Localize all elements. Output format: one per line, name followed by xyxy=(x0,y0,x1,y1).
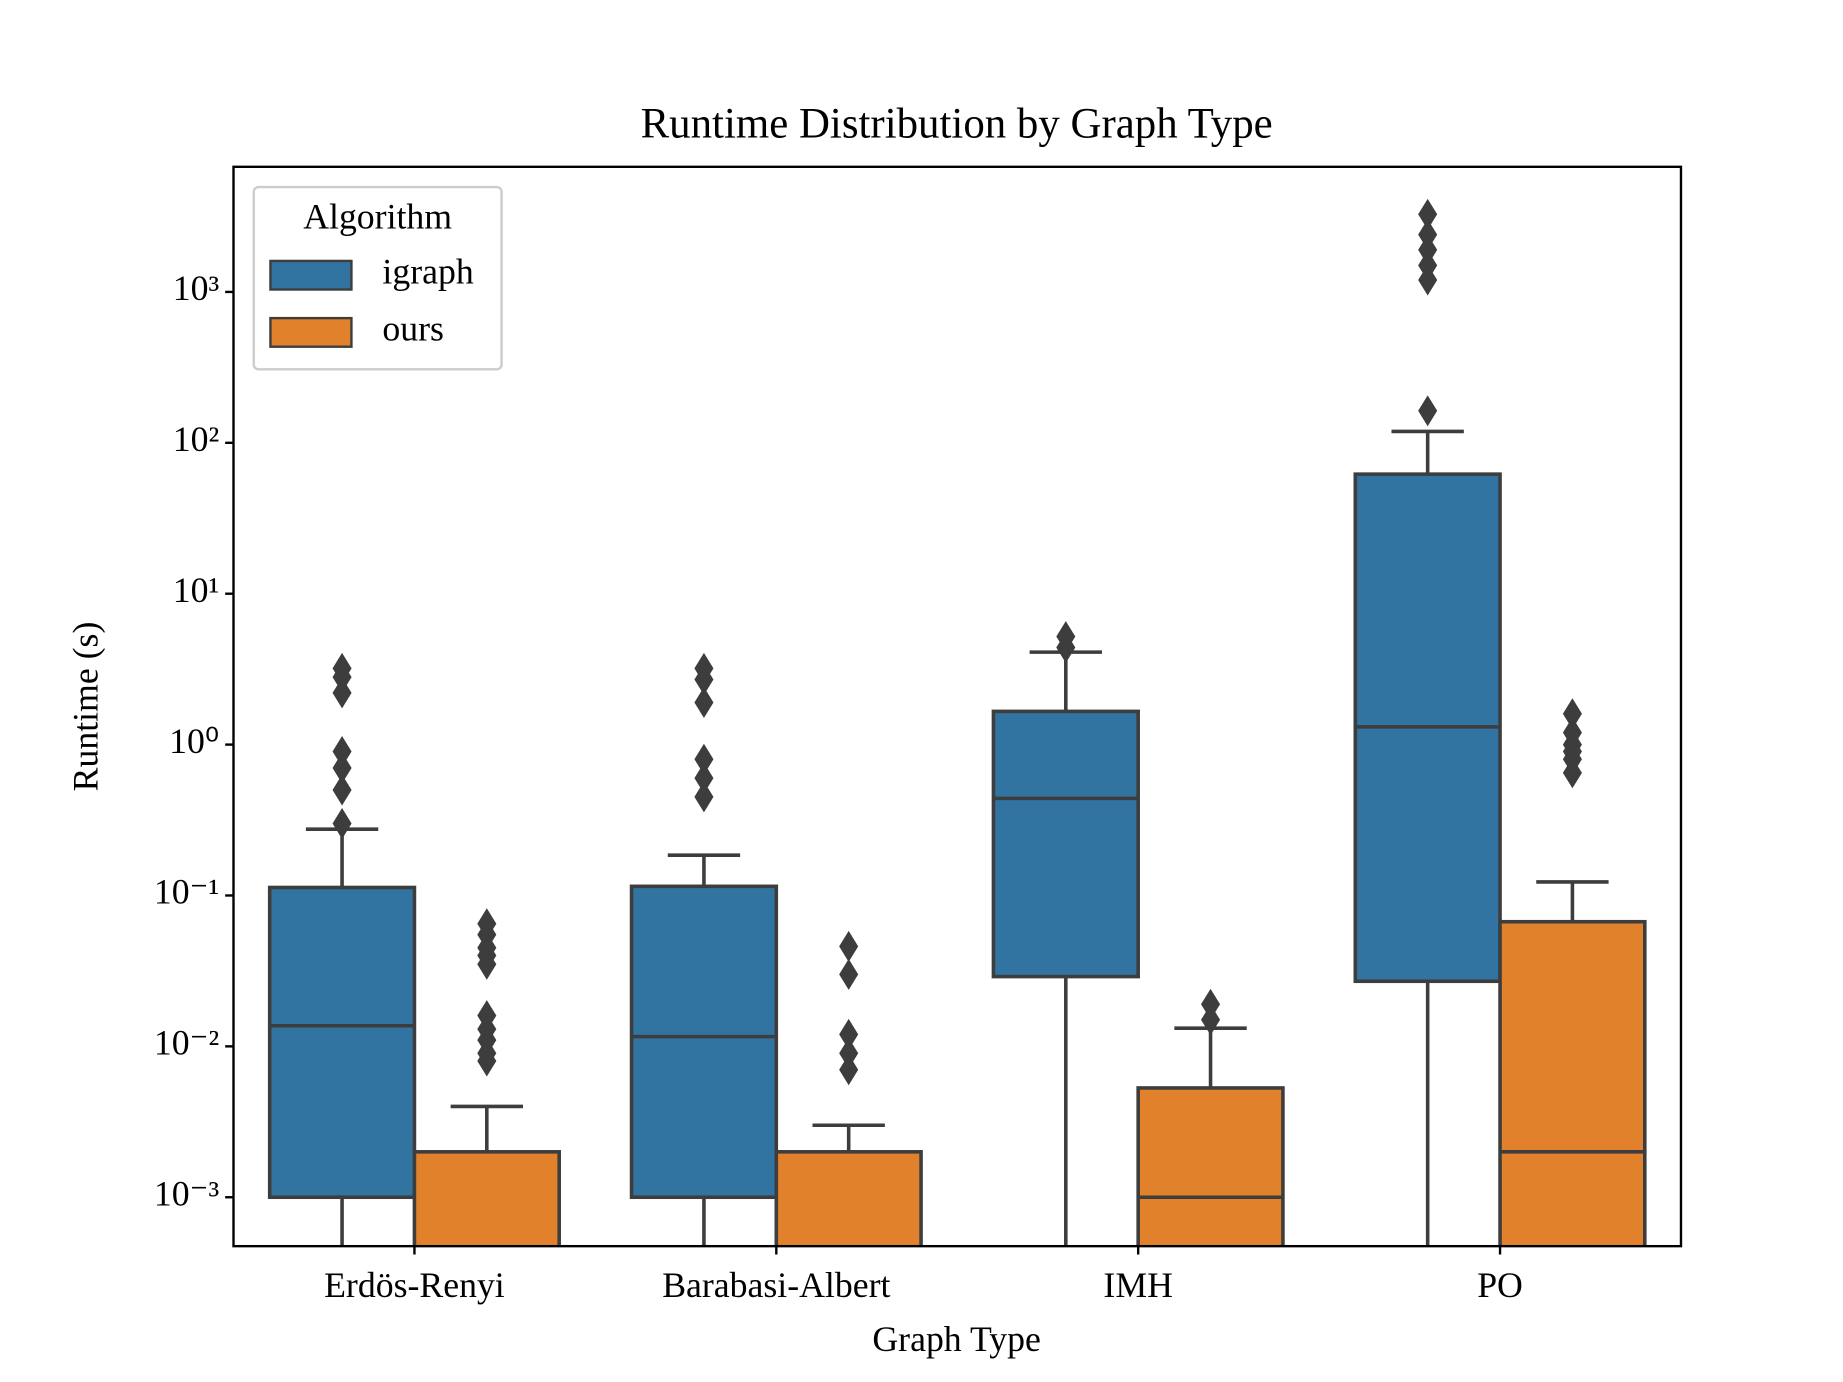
legend-label: igraph xyxy=(382,251,473,291)
y-axis-label: Runtime (s) xyxy=(66,622,106,792)
legend-title: Algorithm xyxy=(303,197,452,237)
outlier xyxy=(1418,198,1438,230)
y-tick-label: 10³ xyxy=(173,268,220,308)
axes-frame xyxy=(232,165,1683,1248)
box xyxy=(267,885,417,1200)
y-tick-label: 10⁰ xyxy=(169,721,219,761)
y-tick-label: 10² xyxy=(173,419,219,459)
outlier xyxy=(332,736,352,767)
outlier xyxy=(694,743,714,775)
outlier xyxy=(1056,632,1076,663)
x-tick-label: IMH xyxy=(1103,1265,1172,1305)
y-tick-label: 10⁻² xyxy=(154,1023,219,1063)
box xyxy=(774,1150,923,1247)
box xyxy=(629,884,779,1200)
outlier xyxy=(1418,264,1438,296)
outlier xyxy=(1201,1004,1221,1036)
outlier xyxy=(839,958,859,990)
outlier xyxy=(332,661,352,693)
x-tick-label: Erdös-Renyi xyxy=(324,1265,505,1305)
box xyxy=(991,709,1140,979)
plot-area xyxy=(267,198,1647,1247)
outlier xyxy=(332,752,352,784)
outlier xyxy=(1418,395,1438,427)
outlier xyxy=(1418,234,1438,266)
outlier xyxy=(1562,698,1582,730)
legend-label: ours xyxy=(382,309,444,349)
chart-title: Runtime Distribution by Graph Type xyxy=(641,100,1273,147)
x-tick-label: PO xyxy=(1477,1265,1523,1305)
x-axis-label: Graph Type xyxy=(872,1319,1041,1359)
outlier xyxy=(694,781,714,813)
legend-swatch xyxy=(269,316,353,348)
outlier xyxy=(839,930,859,962)
outlier xyxy=(839,1054,859,1086)
y-tick-label: 10⁻³ xyxy=(154,1173,220,1213)
y-tick-label: 10¹ xyxy=(173,570,219,610)
y-tick-label: 10⁻¹ xyxy=(154,872,219,912)
outlier xyxy=(332,807,352,839)
x-tick-label: Barabasi-Albert xyxy=(662,1265,890,1305)
outlier xyxy=(694,664,714,695)
outlier xyxy=(332,774,352,806)
outlier xyxy=(694,687,714,719)
outlier xyxy=(1201,988,1221,1020)
box xyxy=(412,1150,561,1247)
outlier xyxy=(694,762,714,794)
outlier xyxy=(477,1045,497,1077)
box xyxy=(1136,1086,1285,1247)
outlier xyxy=(1562,757,1582,789)
box xyxy=(1498,919,1647,1247)
legend-swatch xyxy=(269,259,353,291)
outlier xyxy=(477,948,497,980)
outlier xyxy=(332,677,352,709)
